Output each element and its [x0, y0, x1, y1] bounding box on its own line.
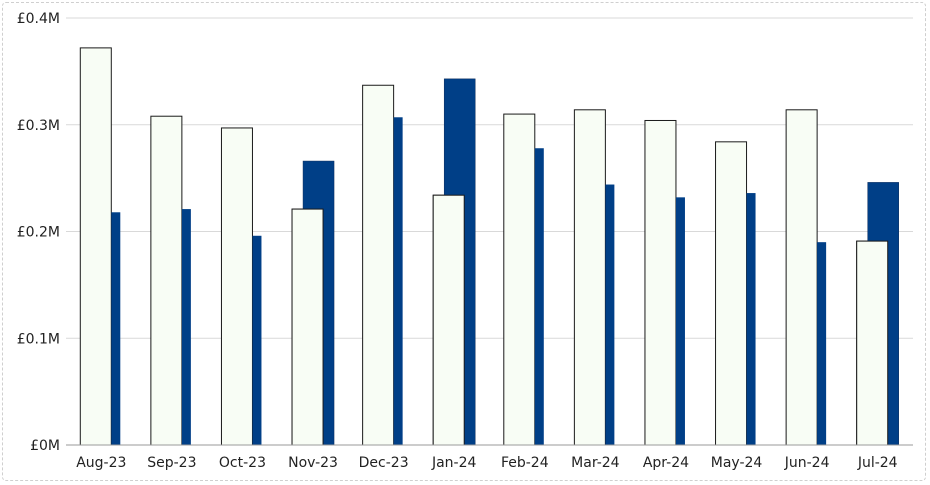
x-tick-label: Jan-24: [431, 455, 477, 471]
y-tick-label: £0.4M: [17, 11, 60, 27]
bar-series-1-overlay: [432, 194, 465, 446]
bar-series-1: [573, 109, 606, 446]
x-tick-label: Feb-24: [501, 455, 549, 471]
x-tick-label: Aug-23: [76, 455, 126, 471]
x-tick-label: Nov-23: [288, 455, 338, 471]
bar-series-2: [605, 184, 615, 445]
bar-series-2: [252, 235, 262, 445]
bar-series-1: [503, 113, 536, 446]
x-tick-label: Jun-24: [784, 455, 830, 471]
bar-series-1: [715, 141, 748, 446]
bar-series-1: [362, 84, 395, 446]
x-tick-label: Apr-24: [643, 455, 689, 471]
x-tick-label: Dec-23: [359, 455, 409, 471]
bar-series-1: [79, 47, 112, 446]
bar-series-1: [220, 127, 253, 446]
bar-series-1: [785, 109, 818, 446]
y-tick-label: £0.1M: [17, 331, 60, 347]
bar-series-2: [393, 117, 403, 445]
gridlines: [66, 17, 913, 339]
y-tick-label: £0.3M: [17, 118, 60, 134]
bar-series-2: [534, 148, 544, 446]
bar-series-1-overlay: [291, 208, 324, 446]
bar-series-2: [817, 242, 827, 445]
bar-series-1: [150, 115, 183, 446]
bar-series-1: [644, 119, 677, 446]
x-tick-label: Oct-23: [219, 455, 266, 471]
tick-labels: £0M £0.1M £0.2M £0.3M £0.4M Aug-23 Sep-23 Oct-2…: [17, 11, 898, 471]
bar-series-1-overlay: [856, 240, 889, 446]
bar-series-2: [675, 197, 685, 445]
x-tick-label: Jul-24: [857, 455, 898, 471]
x-tick-label: Sep-23: [147, 455, 196, 471]
x-tick-label: May-24: [711, 455, 763, 471]
x-tick-label: Mar-24: [571, 455, 619, 471]
bar-series-2: [746, 193, 756, 445]
y-tick-label: £0M: [30, 438, 60, 454]
y-tick-label: £0.2M: [17, 225, 60, 241]
bar-series-2: [111, 212, 121, 445]
bar-series-2: [181, 209, 191, 445]
bars: [79, 47, 899, 446]
